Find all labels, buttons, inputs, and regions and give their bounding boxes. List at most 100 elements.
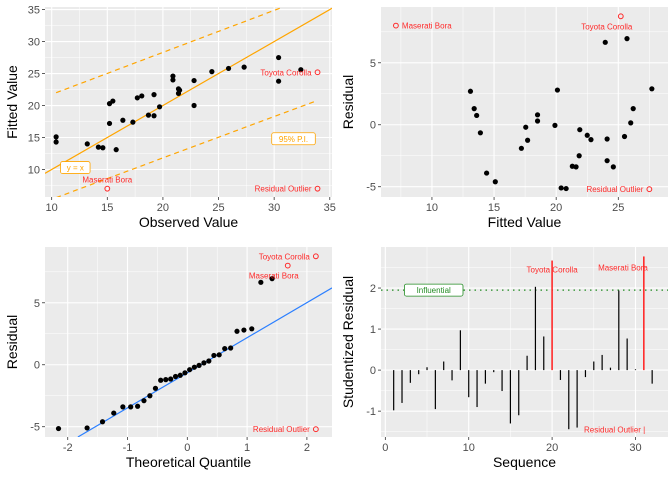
x-tick-label: 30 [629, 442, 641, 454]
panel-3: -2 -1 0 1 2 -5 0 5 Theoretical Quantile Residual T… [4, 247, 332, 470]
data-point [602, 39, 608, 45]
data-point [234, 328, 240, 334]
data-point [128, 404, 134, 410]
data-point [624, 36, 630, 42]
outlier-label: Maserati Bora [249, 272, 299, 281]
data-point [269, 276, 275, 282]
panel-background [45, 7, 332, 197]
y-tick-label: 25 [28, 69, 40, 81]
data-point [563, 185, 569, 192]
data-point [139, 93, 145, 99]
plot-area: Influential Toyota Corolla Maserati Bora Re… [381, 256, 668, 435]
y-tick-label: 35 [28, 5, 40, 17]
panel-background [381, 7, 668, 197]
outlier-marker [104, 185, 111, 192]
data-point [170, 77, 176, 83]
outlier-label: Residual Outlier [253, 425, 310, 434]
data-point [191, 364, 197, 370]
data-point [534, 112, 541, 118]
y-tick-label: 15 [28, 133, 40, 145]
data-point [552, 122, 558, 128]
data-point [258, 279, 264, 285]
data-point [474, 112, 480, 119]
data-point [111, 410, 117, 416]
data-point [113, 147, 119, 153]
annotation-box [60, 161, 91, 174]
data-point [604, 158, 610, 164]
data-point [135, 403, 141, 409]
data-point [120, 117, 126, 123]
x-tick-label: 1 [244, 442, 250, 454]
x-axis-title: Fitted Value [488, 214, 562, 230]
data-point [554, 87, 561, 93]
prediction-interval-line [56, 99, 318, 197]
panel-4: 0 10 20 30 -1 0 1 2 Sequence Studentized Residual… [340, 247, 668, 470]
x-axis-title: Theoretical Quantile [126, 454, 252, 470]
y-tick-label: 10 [28, 164, 40, 176]
y-tick-label: 2 [370, 283, 376, 295]
data-point [276, 54, 282, 61]
data-point [187, 367, 193, 373]
y-axis-title: Residual [340, 75, 356, 129]
y-tick-label: 0 [34, 360, 40, 372]
annotation-box [271, 132, 316, 146]
y-tick-label: -1 [366, 406, 376, 418]
annotation-label: y = x [67, 164, 84, 173]
x-axis-title: Sequence [493, 454, 556, 470]
data-point [170, 73, 176, 79]
data-point [276, 78, 282, 84]
y-tick-label: -5 [30, 422, 40, 434]
data-point [649, 86, 655, 92]
x-tick-label: 20 [546, 442, 558, 454]
x-tick-label: 10 [46, 202, 58, 214]
x-tick-label: 25 [212, 202, 224, 214]
outlier-label: Maserati Bora [598, 264, 648, 273]
x-tick-label: 15 [101, 202, 113, 214]
x-tick-label: 20 [550, 202, 562, 214]
data-point [120, 404, 126, 410]
data-point [147, 393, 153, 399]
data-point [151, 113, 157, 119]
outlier-marker [314, 185, 321, 192]
data-point [225, 65, 232, 72]
data-point [525, 137, 531, 143]
data-point [588, 137, 594, 143]
data-point [84, 141, 90, 147]
panel-background [381, 247, 668, 437]
data-point [172, 373, 179, 380]
data-point [106, 120, 113, 127]
outlier-label: Maserati Bora [402, 22, 452, 31]
x-tick-label: 10 [463, 442, 475, 454]
plot-area: y = x 95% P.I. Toyota Corolla Maserati Bora… [45, 7, 332, 197]
influential-label: Influential [417, 286, 451, 295]
data-point [471, 106, 477, 112]
data-point [158, 377, 164, 383]
data-point [99, 419, 106, 425]
annotation-label: 95% P.I. [279, 135, 308, 144]
y-axis-title: Studentized Residual [340, 276, 356, 408]
data-point [95, 144, 101, 150]
data-point [467, 88, 474, 94]
outlier-label: Toyota Corolla [259, 252, 311, 261]
data-point [249, 326, 255, 332]
outlier-label: Residual Outlier | [584, 426, 645, 435]
data-point [577, 127, 583, 133]
data-point [168, 376, 174, 382]
data-point [573, 164, 579, 170]
outlier-marker [617, 13, 624, 20]
x-tick-label: -1 [123, 442, 133, 454]
data-point [177, 87, 183, 93]
data-point [534, 118, 541, 124]
plot-area: Maserati Bora Toyota Corolla Residual Outl… [393, 13, 655, 194]
data-point [84, 425, 90, 431]
data-point [241, 64, 247, 70]
data-point [228, 345, 234, 351]
data-point [584, 132, 590, 138]
outlier-label: Maserati Bora [82, 176, 132, 185]
y-axis-title: Fitted Value [4, 65, 20, 139]
x-tick-label: 10 [426, 202, 438, 214]
outlier-marker [312, 426, 319, 433]
data-point [610, 164, 616, 170]
data-point [630, 106, 636, 112]
data-point [558, 185, 564, 191]
